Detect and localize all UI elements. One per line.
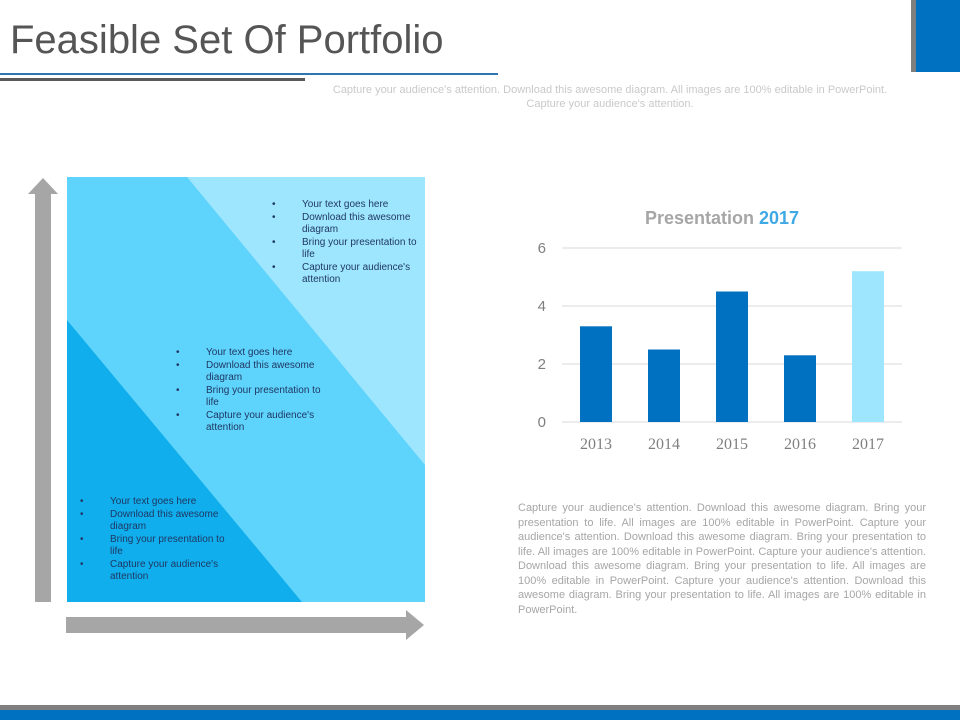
list-item: Bring your presentation to life bbox=[78, 534, 238, 559]
list-item: Capture your audience's attention bbox=[174, 410, 334, 435]
list-item: Download this awesome diagram bbox=[174, 360, 334, 385]
y-tick-label: 2 bbox=[538, 356, 546, 373]
list-item: Your text goes here bbox=[270, 199, 430, 212]
footer-bar-blue bbox=[0, 710, 960, 720]
list-item: Download this awesome diagram bbox=[78, 509, 238, 534]
title-underline-blue bbox=[0, 73, 498, 75]
subtitle: Capture your audience's attention. Downl… bbox=[332, 84, 888, 110]
list-item: Capture your audience's attention bbox=[270, 262, 430, 287]
bar bbox=[716, 291, 748, 422]
bar bbox=[648, 349, 680, 422]
chart-title-year: 2017 bbox=[759, 208, 800, 228]
x-tick-label: 2013 bbox=[580, 436, 612, 453]
bar bbox=[852, 271, 884, 422]
page-title: Feasible Set Of Portfolio bbox=[10, 18, 444, 62]
list-item: Capture your audience's attention bbox=[78, 559, 238, 584]
bottom-region-bullets: Your text goes here Download this awesom… bbox=[78, 496, 238, 584]
x-tick-label: 2015 bbox=[716, 436, 748, 453]
y-tick-label: 6 bbox=[538, 240, 546, 257]
list-item: Your text goes here bbox=[174, 347, 334, 360]
list-item: Bring your presentation to life bbox=[174, 385, 334, 410]
corner-accent-blue bbox=[916, 0, 960, 72]
footer-bar-gray bbox=[0, 705, 960, 710]
bar bbox=[784, 355, 816, 422]
vertical-arrow-icon bbox=[28, 178, 58, 602]
x-tick-label: 2014 bbox=[648, 436, 680, 453]
list-item: Download this awesome diagram bbox=[270, 212, 430, 237]
y-tick-label: 0 bbox=[538, 414, 546, 431]
middle-region-bullets: Your text goes here Download this awesom… bbox=[174, 347, 334, 435]
corner-accent-gray bbox=[911, 0, 916, 72]
x-tick-label: 2016 bbox=[784, 436, 816, 453]
chart-title: Presentation 2017 bbox=[560, 208, 884, 229]
list-item: Bring your presentation to life bbox=[270, 237, 430, 262]
bar bbox=[580, 326, 612, 422]
list-item: Your text goes here bbox=[78, 496, 238, 509]
top-region-bullets: Your text goes here Download this awesom… bbox=[270, 199, 430, 287]
bar-chart: 0 2 4 6 2013 2014 2015 2016 2017 bbox=[538, 240, 902, 453]
title-underline-gray bbox=[0, 78, 305, 81]
chart-title-text: Presentation bbox=[644, 208, 754, 228]
y-tick-label: 4 bbox=[538, 298, 546, 315]
x-tick-label: 2017 bbox=[852, 436, 884, 453]
horizontal-arrow-icon bbox=[66, 610, 424, 640]
body-text: Capture your audience's attention. Downl… bbox=[518, 502, 926, 616]
